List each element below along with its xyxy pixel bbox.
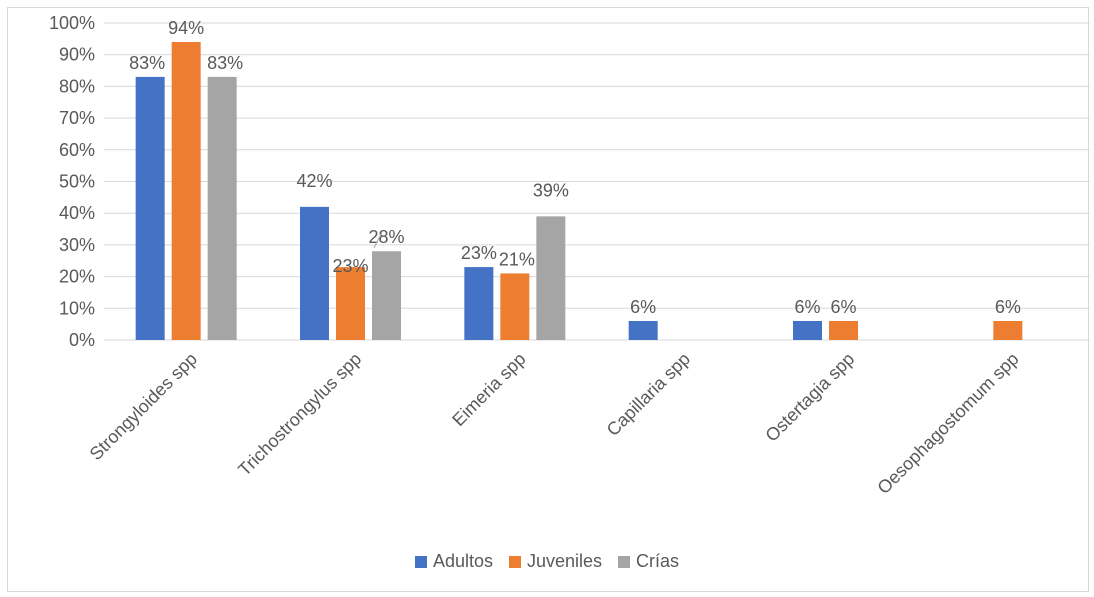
- x-tick-label: Trichostrongylus spp: [234, 349, 365, 480]
- data-label: 6%: [630, 297, 656, 317]
- legend-label-crias: Crías: [636, 551, 680, 571]
- legend-label-juveniles: Juveniles: [526, 551, 603, 571]
- legend-swatch-adultos: [414, 555, 427, 568]
- data-label: 6%: [995, 297, 1021, 317]
- legend-label-adultos: Adultos: [432, 551, 493, 571]
- bar: [336, 267, 365, 340]
- bar: [993, 320, 1023, 340]
- data-label: 83%: [129, 53, 165, 73]
- bar: [500, 273, 530, 340]
- label-leader-line: [373, 231, 383, 249]
- data-label: 94%: [168, 18, 204, 38]
- data-label: 6%: [830, 297, 856, 317]
- bar: [171, 42, 201, 341]
- y-tick-label: 90%: [59, 45, 95, 65]
- bar: [135, 76, 165, 340]
- legend-item-adultos: Adultos: [414, 551, 493, 572]
- x-tick-label: Oesophagostomum spp: [873, 349, 1022, 498]
- y-tick-label: 100%: [49, 13, 95, 33]
- data-label: 23%: [332, 256, 368, 276]
- data-label: 23%: [461, 243, 497, 263]
- y-tick-label: 50%: [59, 172, 95, 192]
- x-tick-label: Strongyloides spp: [86, 349, 201, 464]
- bar: [829, 320, 858, 340]
- y-tick-label: 40%: [59, 203, 95, 223]
- x-tick-label: Ostertagia spp: [761, 349, 858, 446]
- y-tick-label: 70%: [59, 108, 95, 128]
- legend-item-crias: Crías: [618, 551, 679, 572]
- data-label: 83%: [207, 53, 243, 73]
- y-tick-label: 60%: [59, 140, 95, 160]
- bar: [628, 320, 658, 340]
- legend: Adultos Juveniles Crías: [0, 551, 1094, 572]
- legend-swatch-crias: [618, 555, 631, 568]
- x-tick-label: Eimeria spp: [448, 349, 529, 430]
- data-label: 42%: [296, 171, 332, 191]
- data-label: 39%: [533, 180, 569, 200]
- legend-swatch-juveniles: [508, 555, 521, 568]
- bar: [372, 251, 401, 340]
- bar: [464, 267, 494, 340]
- data-label: 6%: [794, 297, 820, 317]
- y-tick-label: 30%: [59, 235, 95, 255]
- data-label: 21%: [499, 249, 535, 269]
- bar: [536, 216, 566, 340]
- legend-item-juveniles: Juveniles: [508, 551, 603, 572]
- y-tick-label: 10%: [59, 298, 95, 318]
- data-label: 28%: [368, 227, 404, 247]
- y-tick-label: 0%: [69, 330, 95, 350]
- bar: [793, 320, 822, 340]
- x-tick-label: Capillaria spp: [603, 349, 694, 440]
- bar: [207, 76, 237, 340]
- bar: [300, 206, 329, 340]
- y-tick-label: 20%: [59, 267, 95, 287]
- y-tick-label: 80%: [59, 76, 95, 96]
